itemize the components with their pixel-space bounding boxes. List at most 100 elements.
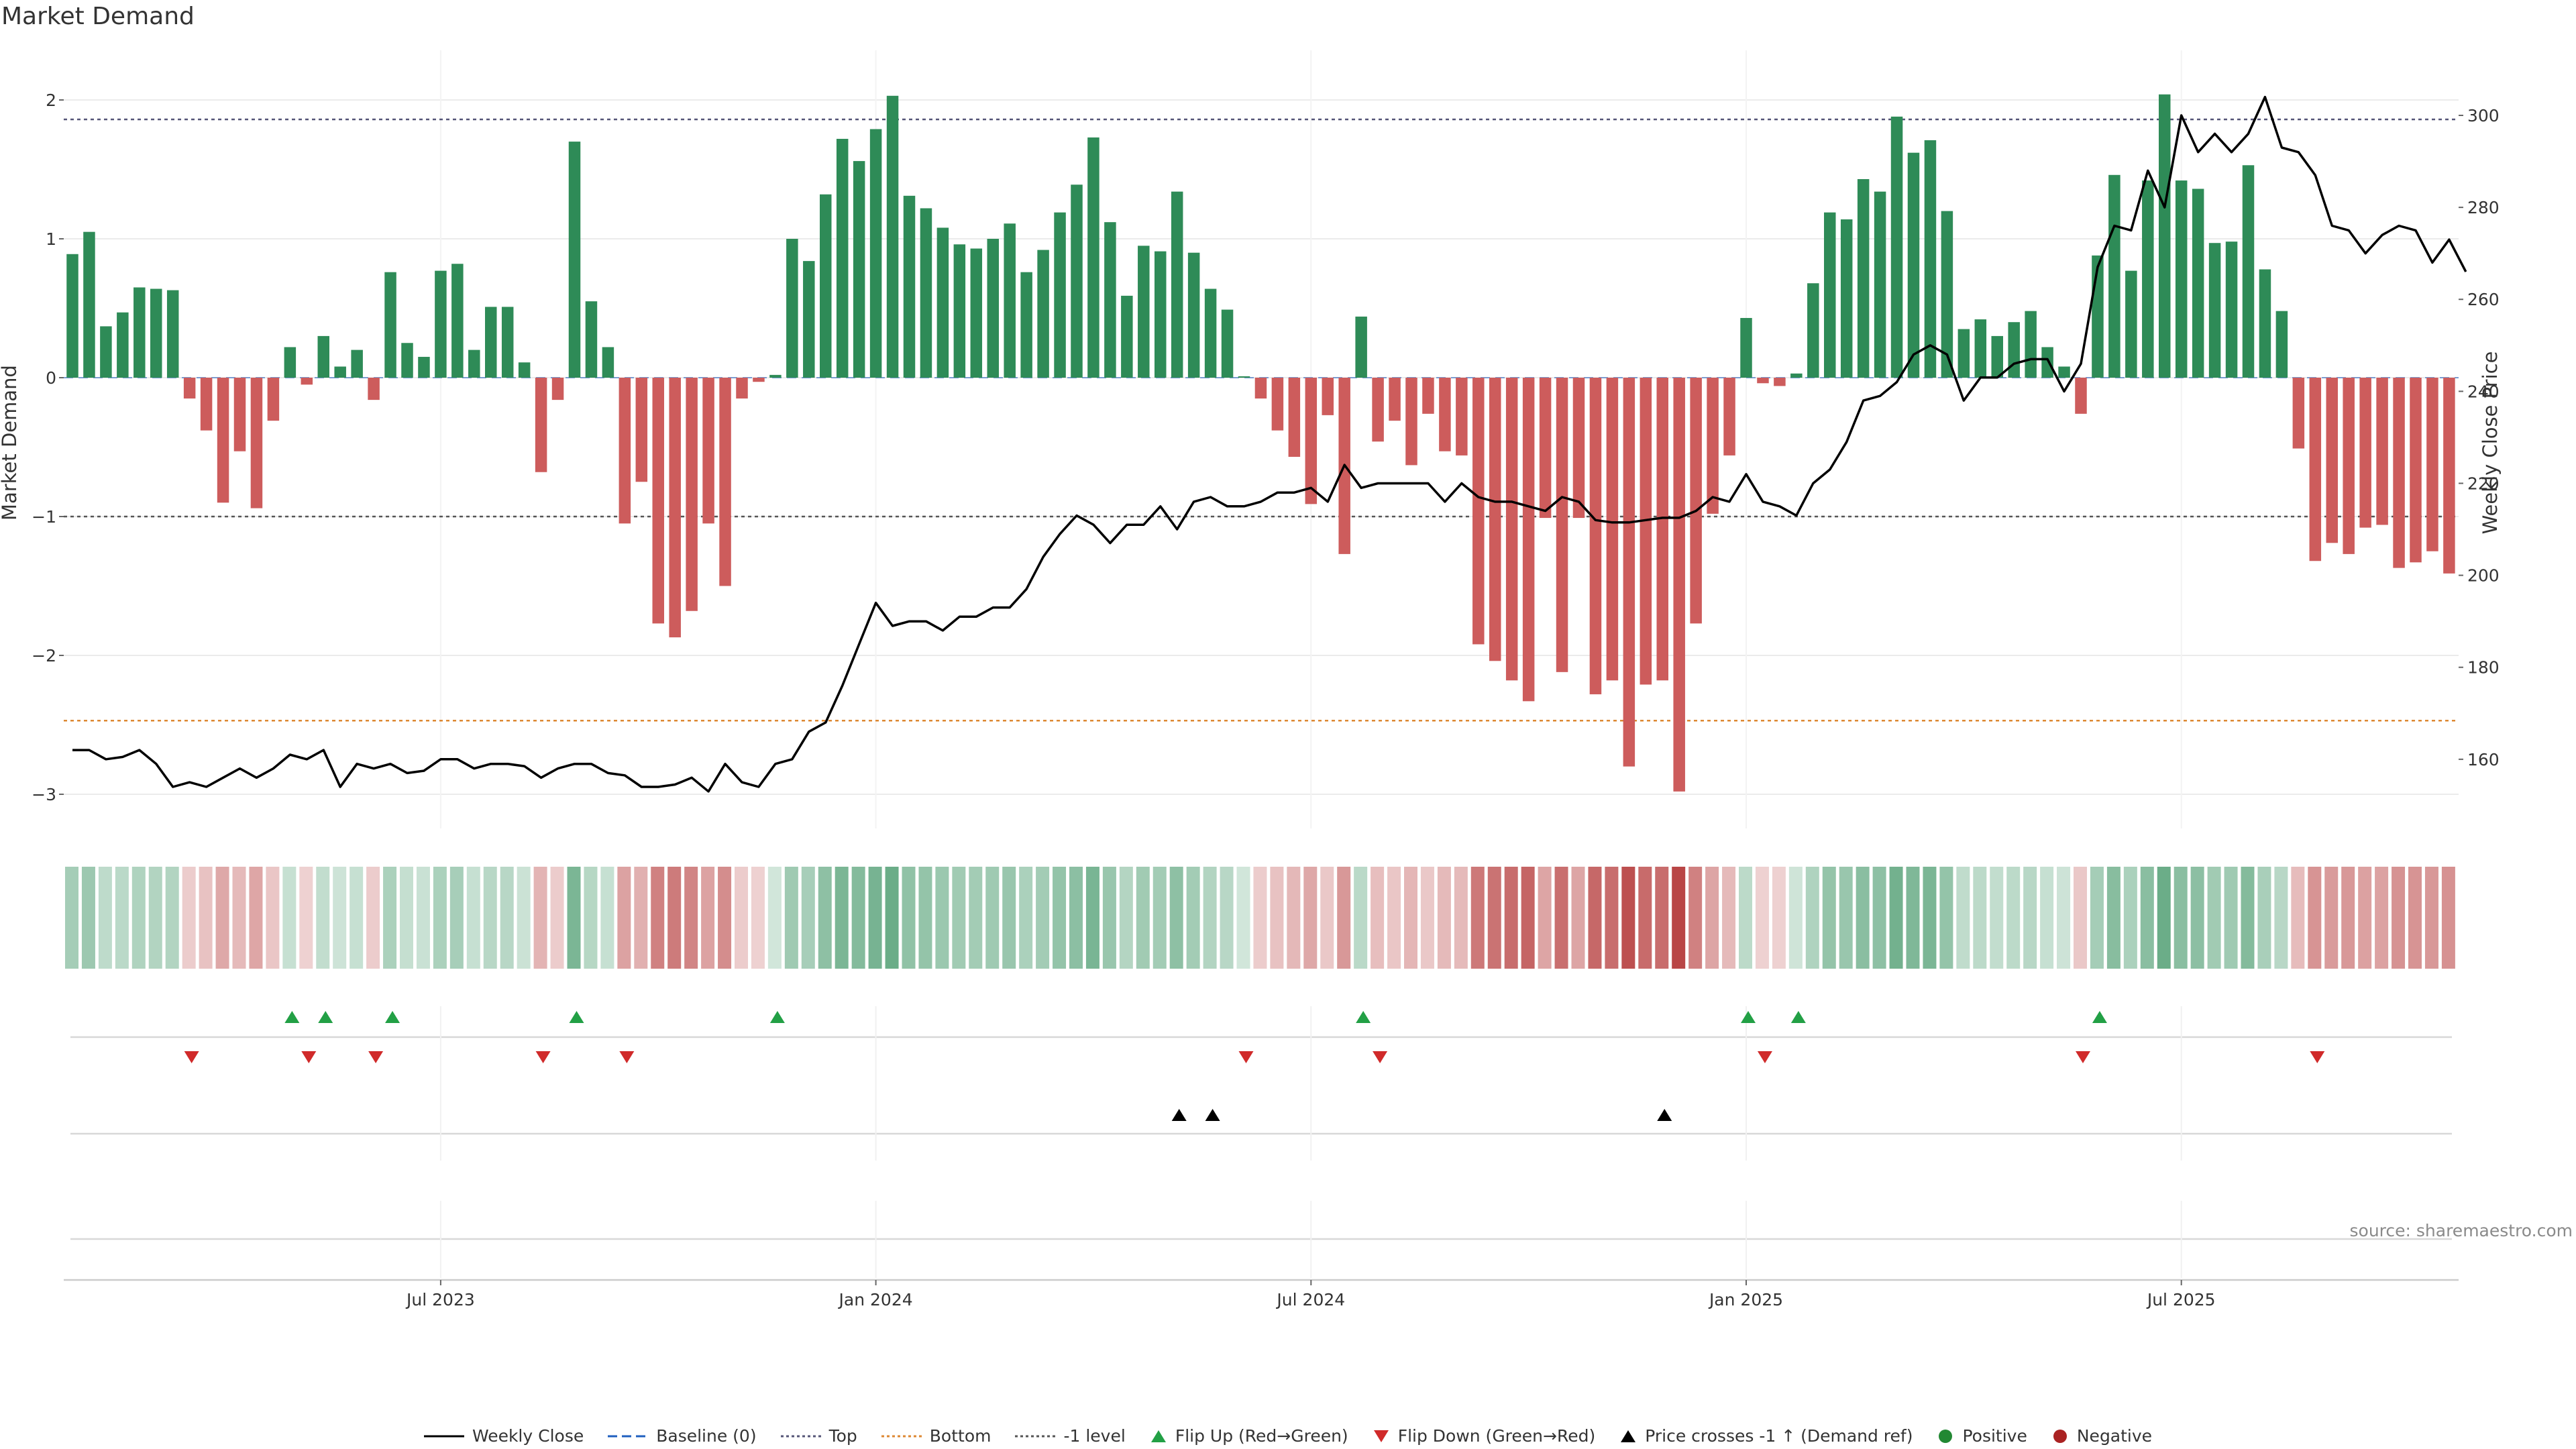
flip-up-marker: [569, 1011, 584, 1023]
demand-bar: [317, 335, 329, 378]
heat-cell: [2140, 867, 2154, 969]
heat-cell: [1939, 867, 1953, 969]
demand-bar: [1389, 378, 1401, 421]
demand-heat-strip: [65, 867, 2455, 969]
heat-cell: [2040, 867, 2054, 969]
demand-bar: [1004, 223, 1016, 378]
grid-lines: [64, 50, 2459, 828]
legend-label: Flip Up (Red→Green): [1175, 1426, 1348, 1446]
dot-icon: [1939, 1429, 1953, 1443]
demand-bar: [602, 347, 614, 378]
heat-cell: [1621, 867, 1635, 969]
demand-bar: [501, 307, 514, 378]
triangle-up-icon: [1150, 1430, 1166, 1442]
demand-bar: [669, 378, 681, 638]
heat-cell: [1152, 867, 1167, 969]
heat-cell: [383, 867, 397, 969]
demand-bar: [820, 194, 832, 378]
heat-cell: [1672, 867, 1686, 969]
demand-bar: [1874, 191, 1886, 378]
demand-bar: [485, 307, 497, 378]
heat-cell: [2224, 867, 2238, 969]
x-tick-label: Jan 2024: [838, 1290, 913, 1309]
demand-bar: [635, 378, 648, 482]
demand-bar: [401, 343, 413, 378]
heat-cell: [282, 867, 297, 969]
line-solid-icon: [423, 1435, 464, 1437]
heat-cell: [701, 867, 715, 969]
heat-cell: [985, 867, 1000, 969]
heat-cell: [266, 867, 280, 969]
heat-cell: [433, 867, 447, 969]
demand-bar: [2025, 311, 2037, 378]
demand-bar: [1857, 178, 1870, 378]
heat-cell: [299, 867, 313, 969]
legend-item: Positive: [1937, 1426, 2027, 1446]
legend-label: Baseline (0): [656, 1426, 757, 1446]
flip-up-marker: [284, 1011, 300, 1023]
heat-cell: [232, 867, 246, 969]
heat-cell: [1856, 867, 1870, 969]
heat-cell: [2324, 867, 2339, 969]
x-tick-label: Jul 2025: [2146, 1290, 2216, 1309]
demand-bar: [903, 195, 916, 378]
heat-cell: [1203, 867, 1217, 969]
heat-cell: [1638, 867, 1652, 969]
demand-bars: [66, 94, 2455, 792]
heat-cell: [801, 867, 815, 969]
heat-cell: [1053, 867, 1067, 969]
legend-label: Positive: [1962, 1426, 2027, 1446]
demand-bar: [619, 378, 631, 524]
heat-cell: [416, 867, 430, 969]
heat-cell: [868, 867, 882, 969]
heat-cell: [199, 867, 213, 969]
price-cross-marker: [1171, 1109, 1187, 1121]
heat-cell: [1990, 867, 2004, 969]
demand-bar: [2108, 174, 2121, 378]
demand-bar: [2259, 269, 2271, 378]
demand-bar: [1774, 378, 1786, 386]
demand-bar: [1071, 184, 1083, 378]
heat-cell: [65, 867, 78, 969]
demand-bar: [66, 254, 78, 378]
demand-bar: [351, 350, 363, 378]
demand-bar: [1991, 335, 2003, 378]
heat-cell: [1839, 867, 1853, 969]
legend-label: Price crosses -1 ↑ (Demand ref): [1645, 1426, 1913, 1446]
demand-bar: [2376, 378, 2388, 525]
heat-cell: [182, 867, 196, 969]
demand-bar: [518, 362, 531, 378]
heat-cell: [2392, 867, 2406, 969]
heat-cell: [1973, 867, 1987, 969]
demand-bar: [2426, 378, 2438, 551]
heat-cell: [2358, 867, 2372, 969]
demand-bar: [702, 378, 714, 524]
demand-bar: [150, 288, 162, 378]
demand-bar: [853, 161, 865, 378]
demand-bar: [753, 378, 765, 382]
demand-bar: [1690, 378, 1702, 624]
demand-bar: [970, 248, 983, 378]
heat-cell: [584, 867, 598, 969]
demand-bar: [1757, 378, 1769, 384]
axes: −3 −2 −1 0 1 2 160 180 200 220 240 260 280 300: [32, 91, 2500, 804]
line-dashed-icon: [608, 1435, 649, 1437]
heat-cell: [2308, 867, 2322, 969]
y-axis-right-label: Weekly Close Price: [2479, 352, 2502, 535]
heat-cell: [98, 867, 112, 969]
heat-cell: [2074, 867, 2087, 969]
heat-cell: [1554, 867, 1568, 969]
demand-bar: [2326, 378, 2338, 543]
flip-down-marker: [1757, 1051, 1772, 1063]
demand-bar: [1489, 378, 1501, 661]
demand-bar: [1405, 378, 1417, 466]
demand-bar: [1824, 212, 1836, 378]
demand-bar: [2041, 347, 2053, 378]
heat-cell: [2207, 867, 2221, 969]
y-right-tick-label: 300: [2467, 106, 2500, 125]
heat-cell: [2123, 867, 2137, 969]
heat-cell: [1655, 867, 1669, 969]
dot-icon: [2053, 1429, 2067, 1443]
demand-bar: [1673, 378, 1685, 792]
